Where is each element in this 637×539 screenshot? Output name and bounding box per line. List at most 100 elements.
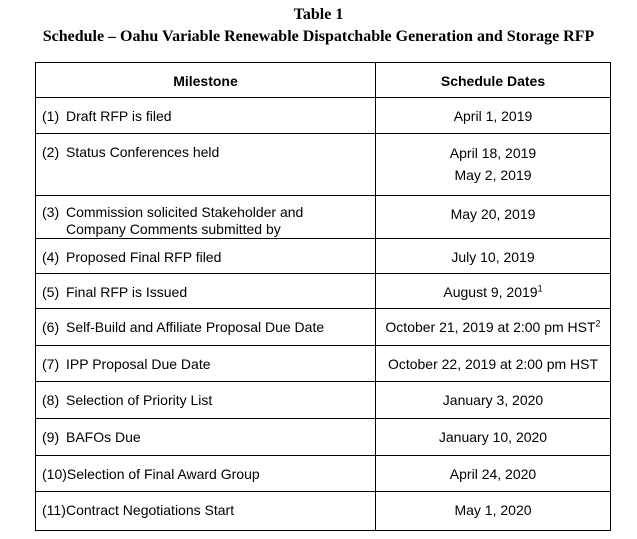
date-text: August 9, 2019 (443, 284, 538, 300)
dates-cell: May 20, 2019 (375, 195, 611, 239)
date-text: April 1, 2019 (453, 108, 533, 124)
milestone-cell: (10)Selection of Final Award Group (35, 455, 376, 492)
row-number: (10) (42, 466, 67, 482)
milestone-line: (10)Selection of Final Award Group (42, 464, 369, 484)
column-header: Schedule Dates (375, 62, 611, 98)
dates-cell: April 1, 2019 (375, 97, 611, 134)
date-text: January 3, 2020 (442, 392, 544, 408)
date-line: May 20, 2019 (382, 204, 604, 224)
milestone-text: Self-Build and Affiliate Proposal Due Da… (66, 319, 325, 335)
milestone-text: IPP Proposal Due Date (66, 356, 211, 372)
dates-cell: October 22, 2019 at 2:00 pm HST (375, 345, 611, 382)
date-line: October 22, 2019 at 2:00 pm HST (382, 354, 604, 374)
table-row: (8) Selection of Priority List January 3, … (35, 381, 611, 419)
milestone-line: Company Comments submitted by (42, 221, 369, 238)
milestone-text: Company Comments submitted by (66, 221, 281, 237)
dates-cell: April 18, 2019 May 2, 2019 (375, 133, 611, 196)
milestone-line: (7) IPP Proposal Due Date (42, 354, 369, 374)
table-row: (7) IPP Proposal Due Date October 22, 2019… (35, 345, 611, 382)
milestone-line: (2) Status Conferences held (42, 142, 369, 162)
dates-cell: July 10, 2019 (375, 238, 611, 274)
table-row: (10)Selection of Final Award Group April … (35, 455, 611, 492)
table-row: (9) BAFOs Due January 10, 2020 (35, 418, 611, 456)
milestone-line: (1) Draft RFP is filed (42, 106, 369, 126)
milestone-line: (8) Selection of Priority List (42, 390, 369, 410)
column-header: Milestone (35, 62, 376, 98)
schedule-table: Milestone Schedule Dates (1) Draft RFP is… (35, 62, 611, 531)
milestone-cell: (2) Status Conferences held (35, 133, 376, 196)
date-text: January 10, 2020 (438, 429, 548, 445)
milestone-text: Selection of Final Award Group (66, 466, 260, 482)
milestone-cell: (6) Self-Build and Affiliate Proposal Due… (35, 308, 376, 346)
table-row: (3) Commission solicited Stakeholder and C… (35, 195, 611, 239)
milestone-text: Commission solicited Stakeholder and (66, 204, 304, 220)
table-subtitle: Schedule – Oahu Variable Renewable Dispa… (42, 28, 595, 45)
date-line: January 3, 2020 (382, 390, 604, 410)
date-line: July 10, 2019 (382, 247, 604, 267)
milestone-cell: (1) Draft RFP is filed (35, 97, 376, 134)
table-row: (5) Final RFP is Issued August 9, 20191 (35, 273, 611, 309)
milestone-line: (9) BAFOs Due (42, 427, 369, 447)
milestone-line: (3) Commission solicited Stakeholder and (42, 204, 369, 221)
date-text: October 22, 2019 at 2:00 pm HST (387, 356, 599, 372)
row-number: (5) (42, 284, 60, 300)
dates-cell: August 9, 20191 (375, 273, 611, 309)
dates-cell: May 1, 2020 (375, 491, 611, 531)
milestone-line: (6) Self-Build and Affiliate Proposal Due… (42, 317, 369, 337)
table-title: Table 1 (293, 6, 344, 23)
row-number: (11) (42, 502, 66, 518)
milestone-text: Draft RFP is filed (66, 108, 172, 124)
footnote-mark: 2 (595, 318, 601, 329)
row-number: (6) (42, 319, 60, 335)
row-number: (2) (42, 144, 60, 160)
milestone-text: Contract Negotiations Start (66, 502, 235, 518)
header-row: Milestone Schedule Dates (35, 62, 611, 98)
date-line: May 1, 2020 (382, 500, 604, 520)
row-number: (7) (42, 356, 60, 372)
table-row: (11)Contract Negotiations Start May 1, 20… (35, 491, 611, 531)
date-line: October 21, 2019 at 2:00 pm HST2 (382, 317, 604, 337)
milestone-cell: (7) IPP Proposal Due Date (35, 345, 376, 382)
milestone-cell: (8) Selection of Priority List (35, 381, 376, 419)
milestone-text: BAFOs Due (66, 429, 141, 445)
date-text: May 20, 2019 (450, 206, 536, 222)
milestone-text: Status Conferences held (66, 144, 220, 160)
table-row: (4) Proposed Final RFP filed July 10, 2019 (35, 238, 611, 274)
table-row: (1) Draft RFP is filed April 1, 2019 (35, 97, 611, 134)
row-number: (1) (42, 108, 60, 124)
dates-cell: January 3, 2020 (375, 381, 611, 419)
date-line: May 2, 2019 (382, 164, 604, 186)
milestone-text: Final RFP is Issued (66, 284, 188, 300)
milestone-cell: (5) Final RFP is Issued (35, 273, 376, 309)
milestone-line: (11)Contract Negotiations Start (42, 500, 369, 520)
date-text: April 18, 2019 (449, 145, 537, 161)
milestone-cell: (11)Contract Negotiations Start (35, 491, 376, 531)
table-row: (6) Self-Build and Affiliate Proposal Due… (35, 308, 611, 346)
date-line: April 24, 2020 (382, 464, 604, 484)
dates-cell: October 21, 2019 at 2:00 pm HST2 (375, 308, 611, 346)
milestone-line: (4) Proposed Final RFP filed (42, 247, 369, 267)
date-line: April 1, 2019 (382, 106, 604, 126)
milestone-text: Proposed Final RFP filed (66, 249, 222, 265)
row-number: (9) (42, 429, 60, 445)
table-row: (2) Status Conferences held April 18, 2019… (35, 133, 611, 196)
row-number: (3) (42, 204, 60, 220)
row-number: (4) (42, 249, 60, 265)
date-text: May 1, 2020 (454, 502, 532, 518)
date-text: July 10, 2019 (451, 249, 535, 265)
date-text: April 24, 2020 (449, 466, 537, 482)
date-line: April 18, 2019 (382, 142, 604, 164)
date-line: January 10, 2020 (382, 427, 604, 447)
dates-cell: April 24, 2020 (375, 455, 611, 492)
milestone-text: Selection of Priority List (66, 392, 213, 408)
date-text: May 2, 2019 (454, 167, 532, 183)
milestone-line: (5) Final RFP is Issued (42, 282, 369, 302)
footnote-mark: 1 (537, 283, 543, 294)
milestone-cell: (9) BAFOs Due (35, 418, 376, 456)
milestone-cell: (3) Commission solicited Stakeholder and C… (35, 195, 376, 239)
row-number: (8) (42, 392, 60, 408)
milestone-cell: (4) Proposed Final RFP filed (35, 238, 376, 274)
date-line: August 9, 20191 (382, 282, 604, 302)
dates-cell: January 10, 2020 (375, 418, 611, 456)
